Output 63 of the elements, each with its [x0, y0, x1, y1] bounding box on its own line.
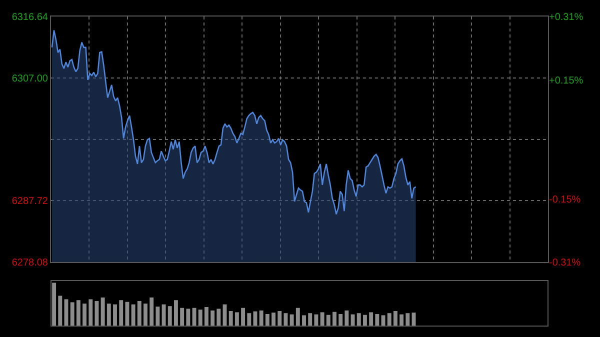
bar: [406, 313, 410, 326]
bar: [174, 300, 178, 326]
bar: [58, 296, 62, 326]
bar: [356, 313, 361, 326]
bar: [400, 314, 404, 326]
bar: [332, 312, 336, 326]
bar: [94, 300, 99, 326]
bar: [326, 314, 330, 326]
bar: [362, 314, 367, 326]
bar: [393, 310, 398, 326]
bar: [119, 300, 124, 326]
y-tick-label: 6316.64: [12, 12, 48, 24]
bar: [216, 308, 221, 326]
bar: [296, 308, 300, 326]
bar: [344, 310, 349, 326]
bar: [82, 304, 87, 326]
bar: [284, 313, 288, 326]
bar: [259, 310, 264, 326]
bar: [375, 314, 380, 326]
bar: [320, 312, 324, 326]
y2-tick-label: -0.15%: [549, 194, 581, 206]
bar: [168, 306, 172, 326]
y2-tick-label: +0.31%: [549, 12, 584, 24]
bar: [290, 314, 294, 326]
bar: [180, 308, 184, 326]
bar: [156, 306, 160, 326]
bar: [210, 310, 215, 326]
bar: [52, 282, 56, 326]
bar: [234, 312, 239, 326]
bar: [137, 300, 142, 326]
bar: [228, 310, 233, 326]
y2-tick-label: +0.15%: [549, 75, 584, 86]
bar: [272, 312, 276, 326]
bar: [131, 304, 136, 326]
bar: [314, 314, 318, 326]
bar: [387, 313, 392, 326]
bar: [265, 314, 270, 326]
bar: [125, 302, 130, 326]
y-tick-label: 6278.08: [12, 258, 48, 269]
bar: [369, 312, 374, 326]
bar: [100, 297, 105, 326]
bar: [144, 304, 148, 326]
bar: [186, 308, 190, 326]
bar: [338, 314, 343, 326]
bar: [76, 300, 80, 326]
bar: [162, 304, 166, 326]
y-tick-label: 6287.72: [12, 196, 48, 208]
bar: [70, 302, 74, 326]
bar: [302, 315, 306, 326]
bar: [241, 308, 246, 326]
bar: [106, 304, 111, 326]
bar: [88, 299, 93, 326]
bar: [350, 314, 355, 326]
bar: [192, 308, 196, 326]
bar: [278, 310, 282, 326]
y2-tick-label: -0.31%: [549, 258, 581, 269]
bar: [247, 313, 252, 326]
bar: [204, 307, 208, 326]
bar: [113, 304, 117, 326]
bar: [308, 313, 312, 326]
y-tick-label: 6307.00: [12, 73, 48, 84]
bar: [150, 297, 154, 326]
bar: [198, 310, 202, 326]
